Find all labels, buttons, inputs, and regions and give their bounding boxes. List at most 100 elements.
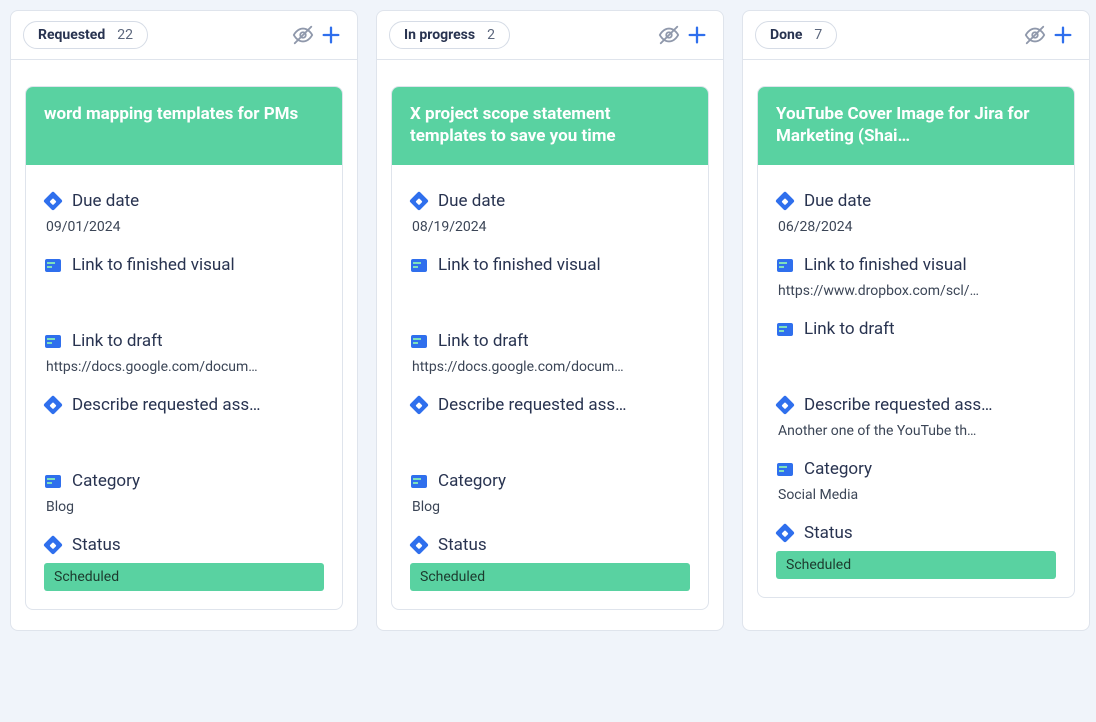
field-label: Link to finished visual <box>438 255 601 275</box>
field-value: 09/01/2024 <box>46 219 324 237</box>
field-label: Link to finished visual <box>804 255 967 275</box>
field-label: Due date <box>72 191 139 211</box>
field-describe: Describe requested ass… <box>44 395 324 453</box>
column-name: Done <box>770 27 802 43</box>
text-icon <box>44 332 62 350</box>
add-card-icon[interactable] <box>317 21 345 49</box>
field-value <box>412 423 690 453</box>
kanban-board: Requested 22 word mapping templates for … <box>10 10 1086 631</box>
field-category: Category Blog <box>44 471 324 517</box>
field-value <box>46 283 324 313</box>
field-value: https://docs.google.com/docum… <box>46 359 324 377</box>
diamond-icon <box>776 524 794 542</box>
column-pill[interactable]: Requested 22 <box>23 21 148 49</box>
column-count: 22 <box>117 27 133 43</box>
field-value: 06/28/2024 <box>778 219 1056 237</box>
field-value: https://www.dropbox.com/scl/… <box>778 283 1056 301</box>
diamond-icon <box>44 536 62 554</box>
card[interactable]: X project scope statement templates to s… <box>391 86 709 610</box>
card-title: YouTube Cover Image for Jira for Marketi… <box>758 87 1074 165</box>
card[interactable]: word mapping templates for PMs Due date … <box>25 86 343 610</box>
field-value <box>412 283 690 313</box>
add-card-icon[interactable] <box>1049 21 1077 49</box>
field-draft: Link to draft <box>776 319 1056 377</box>
field-status: Status Scheduled <box>44 535 324 591</box>
card[interactable]: YouTube Cover Image for Jira for Marketi… <box>757 86 1075 598</box>
field-status: Status Scheduled <box>410 535 690 591</box>
column-header: Requested 22 <box>11 11 357 60</box>
field-finished-visual: Link to finished visual <box>44 255 324 313</box>
field-due-date: Due date 06/28/2024 <box>776 191 1056 237</box>
diamond-icon <box>410 536 428 554</box>
diamond-icon <box>410 396 428 414</box>
column-name: In progress <box>404 27 475 43</box>
field-label: Describe requested ass… <box>72 395 261 415</box>
column-count: 2 <box>487 27 495 43</box>
diamond-icon <box>44 396 62 414</box>
column-in-progress: In progress 2 X project scope statement … <box>376 10 724 631</box>
field-label: Link to draft <box>438 331 529 351</box>
field-label: Due date <box>438 191 505 211</box>
text-icon <box>44 256 62 274</box>
hide-column-icon[interactable] <box>655 21 683 49</box>
text-icon <box>44 472 62 490</box>
field-value: Another one of the YouTube th… <box>778 423 1056 441</box>
field-value: https://docs.google.com/docum… <box>412 359 690 377</box>
column-count: 7 <box>814 27 822 43</box>
text-icon <box>410 472 428 490</box>
add-card-icon[interactable] <box>683 21 711 49</box>
field-describe: Describe requested ass… <box>410 395 690 453</box>
diamond-icon <box>776 396 794 414</box>
status-badge: Scheduled <box>44 563 324 591</box>
field-finished-visual: Link to finished visual https://www.drop… <box>776 255 1056 301</box>
field-label: Status <box>804 523 853 543</box>
field-value <box>46 423 324 453</box>
column-name: Requested <box>38 27 105 43</box>
field-category: Category Blog <box>410 471 690 517</box>
field-value: 08/19/2024 <box>412 219 690 237</box>
hide-column-icon[interactable] <box>1021 21 1049 49</box>
card-title: word mapping templates for PMs <box>26 87 342 165</box>
field-label: Link to draft <box>804 319 895 339</box>
field-due-date: Due date 08/19/2024 <box>410 191 690 237</box>
status-badge: Scheduled <box>776 551 1056 579</box>
field-category: Category Social Media <box>776 459 1056 505</box>
text-icon <box>776 256 794 274</box>
field-label: Category <box>804 459 872 479</box>
card-body: Due date 06/28/2024 Link to finished vis… <box>758 165 1074 597</box>
hide-column-icon[interactable] <box>289 21 317 49</box>
field-label: Status <box>72 535 121 555</box>
field-label: Describe requested ass… <box>804 395 993 415</box>
card-body: Due date 09/01/2024 Link to finished vis… <box>26 165 342 609</box>
text-icon <box>410 256 428 274</box>
status-badge: Scheduled <box>410 563 690 591</box>
field-label: Status <box>438 535 487 555</box>
field-label: Link to draft <box>72 331 163 351</box>
field-draft: Link to draft https://docs.google.com/do… <box>410 331 690 377</box>
column-done: Done 7 YouTube Cover Image for Jira for … <box>742 10 1090 631</box>
field-draft: Link to draft https://docs.google.com/do… <box>44 331 324 377</box>
column-header: In progress 2 <box>377 11 723 60</box>
diamond-icon <box>410 192 428 210</box>
text-icon <box>776 320 794 338</box>
field-due-date: Due date 09/01/2024 <box>44 191 324 237</box>
field-finished-visual: Link to finished visual <box>410 255 690 313</box>
field-describe: Describe requested ass… Another one of t… <box>776 395 1056 441</box>
field-label: Category <box>438 471 506 491</box>
column-pill[interactable]: In progress 2 <box>389 21 510 49</box>
field-label: Category <box>72 471 140 491</box>
field-value: Blog <box>46 499 324 517</box>
field-label: Describe requested ass… <box>438 395 627 415</box>
diamond-icon <box>44 192 62 210</box>
card-title: X project scope statement templates to s… <box>392 87 708 165</box>
column-pill[interactable]: Done 7 <box>755 21 837 49</box>
text-icon <box>776 460 794 478</box>
field-status: Status Scheduled <box>776 523 1056 579</box>
field-label: Link to finished visual <box>72 255 235 275</box>
text-icon <box>410 332 428 350</box>
field-value <box>778 347 1056 377</box>
field-label: Due date <box>804 191 871 211</box>
card-body: Due date 08/19/2024 Link to finished vis… <box>392 165 708 609</box>
field-value: Blog <box>412 499 690 517</box>
diamond-icon <box>776 192 794 210</box>
